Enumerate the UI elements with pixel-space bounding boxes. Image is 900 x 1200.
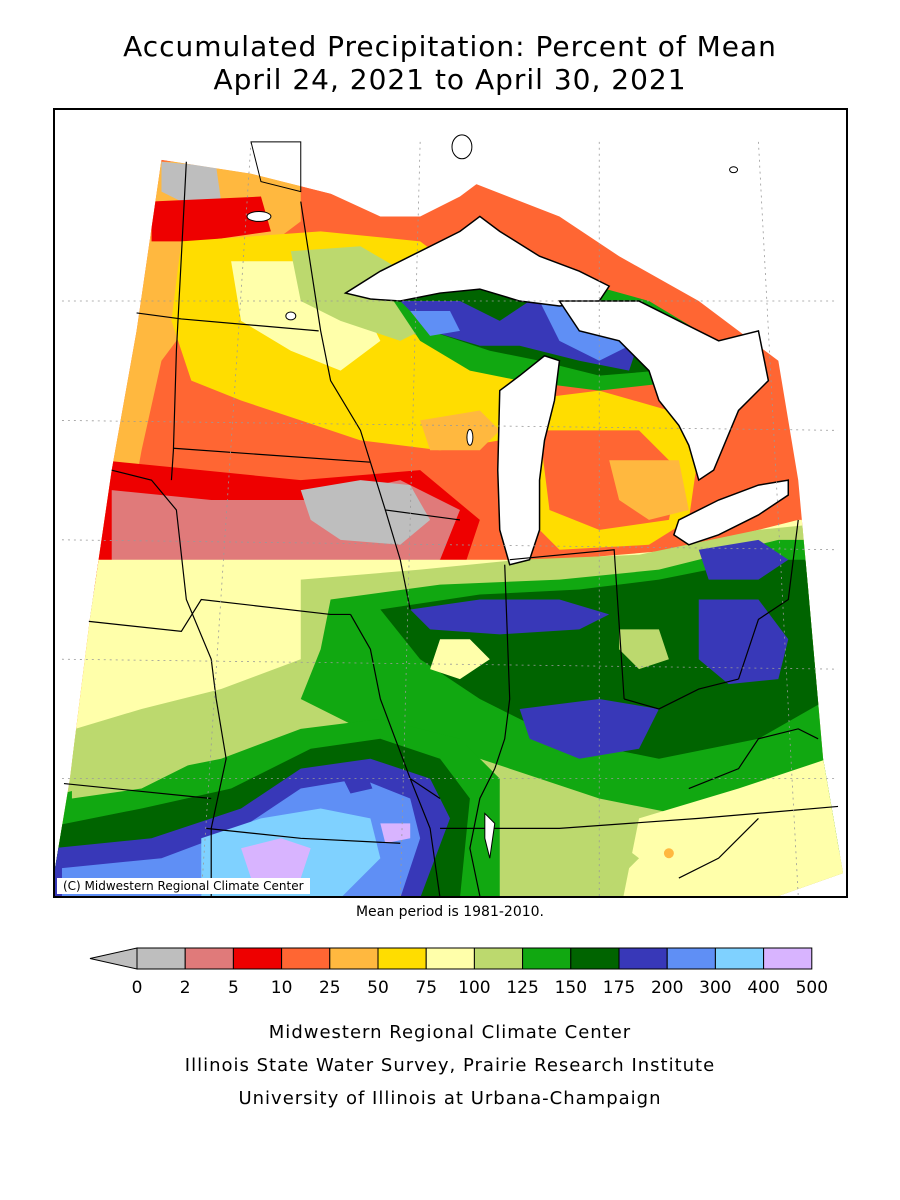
legend-swatch [377, 947, 427, 970]
legend-swatch [232, 947, 283, 970]
map-copyright: (C) Midwestern Regional Climate Center [57, 878, 310, 894]
map-date-range: April 24, 2021 to April 30, 2021 [213, 63, 687, 96]
canada-area [55, 110, 846, 341]
credit-uiuc: University of Illinois at Urbana-Champai… [238, 1088, 662, 1109]
credit-mrcc: Midwestern Regional Climate Center [268, 1022, 632, 1043]
legend-label: 5 [228, 978, 239, 998]
credit-isws: Illinois State Water Survey, Prairie Res… [184, 1055, 716, 1076]
legend-label: 400 [747, 978, 779, 998]
legend-label: 200 [651, 978, 683, 998]
lake-erie [672, 479, 790, 546]
legend-label: 150 [555, 978, 587, 998]
legend-swatch [763, 947, 813, 970]
legend-swatch [329, 947, 379, 970]
legend-swatch [281, 947, 331, 970]
legend-swatch [618, 947, 668, 970]
legend-label: 25 [319, 978, 341, 998]
legend-swatch [136, 947, 186, 970]
legend-swatch [184, 947, 234, 970]
map-title: Accumulated Precipitation: Percent of Me… [123, 30, 777, 63]
legend-swatch [666, 947, 716, 970]
legend-label: 100 [458, 978, 490, 998]
legend-label: 500 [796, 978, 828, 998]
legend-label: 2 [180, 978, 191, 998]
color-legend: 0 2 5 10 25 50 75 100 125 150 175 200 300 400 500 [89, 947, 828, 998]
legend-swatch [473, 947, 524, 970]
legend-swatch [714, 947, 765, 970]
legend-arrow [89, 947, 138, 970]
legend-label: 125 [506, 978, 538, 998]
graticule [61, 141, 839, 896]
legend-swatch [425, 947, 475, 970]
legend-label: 175 [603, 978, 635, 998]
map-canvas [55, 110, 846, 896]
lake-superior [343, 215, 611, 307]
precipitation-map: (C) Midwestern Regional Climate Center [53, 108, 848, 898]
legend-label: 75 [415, 978, 437, 998]
lake-huron [558, 300, 770, 482]
state-borders [63, 161, 839, 896]
island-details [246, 134, 739, 859]
legend-label: 0 [132, 978, 143, 998]
legend-label: 300 [699, 978, 731, 998]
legend-swatch [522, 947, 572, 970]
legend-swatch [570, 947, 620, 970]
legend-label: 50 [367, 978, 389, 998]
legend-label: 10 [271, 978, 293, 998]
lake-michigan [497, 354, 561, 566]
mean-period-note: Mean period is 1981-2010. [355, 904, 545, 920]
